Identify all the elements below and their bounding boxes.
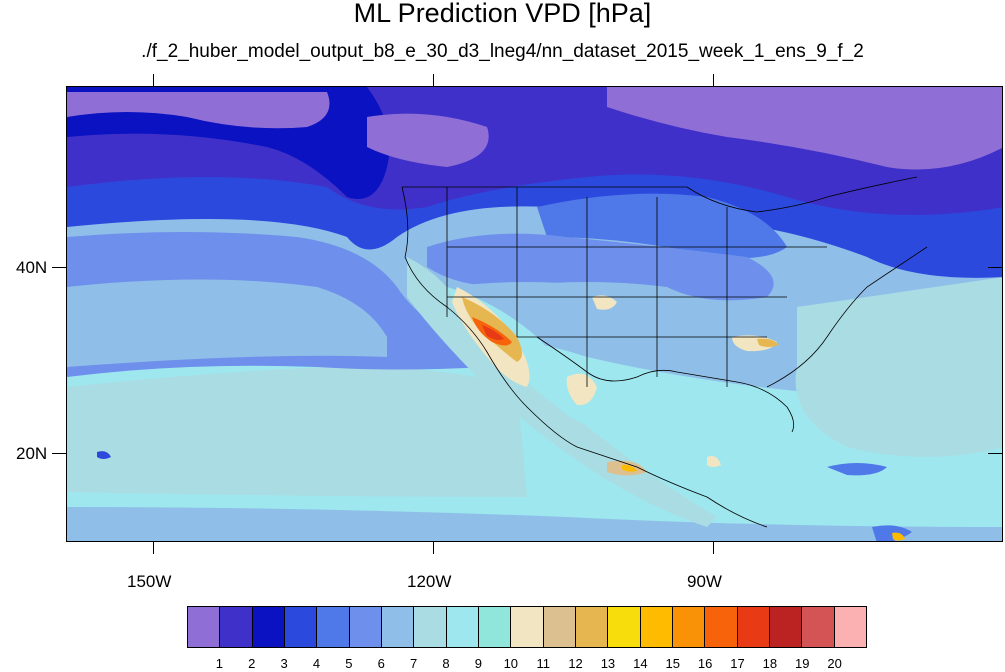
colorbar-box: [575, 607, 609, 647]
lon-tick-120w: [433, 542, 434, 554]
colorbar-box: [672, 607, 706, 647]
lat-label-40n: 40N: [16, 258, 48, 277]
colorbar-box: [414, 607, 447, 647]
plot-title: ML Prediction VPD [hPa]: [353, 0, 652, 28]
colorbar-box: [802, 607, 835, 647]
colorbar-label: 13: [600, 656, 616, 671]
colorbar-label: 20: [827, 656, 842, 671]
colorbar-box: [381, 607, 415, 647]
lon-label-150w: 150W: [127, 572, 172, 591]
colorbar-box: [220, 607, 253, 647]
colorbar-label: 11: [536, 656, 550, 671]
vpd-map: [66, 86, 1003, 542]
colorbar-box: [705, 607, 738, 647]
colorbar-label: 15: [665, 656, 680, 671]
lon-label-90w: 90W: [687, 572, 722, 591]
colorbar-label: 12: [568, 656, 583, 671]
lon-tick-150w-top: [153, 74, 154, 86]
lon-tick-90w-top: [713, 74, 714, 86]
colorbar-label: 4: [312, 656, 321, 671]
lon-label-120w: 120W: [407, 572, 452, 591]
colorbar-label: 6: [377, 656, 385, 671]
colorbar-label: 9: [474, 656, 483, 671]
colorbar-box: [252, 607, 285, 647]
colorbar-label: 5: [345, 656, 353, 671]
colorbar-label: 2: [248, 656, 256, 671]
vpd-field: [67, 87, 1002, 541]
colorbar-label: 10: [503, 656, 519, 671]
colorbar-box: [446, 607, 479, 647]
plot-subtitle: ./f_2_huber_model_output_b8_e_30_d3_lneg…: [141, 41, 864, 62]
colorbar-label: 17: [730, 656, 745, 671]
colorbar: [187, 606, 867, 648]
colorbar-label: 16: [697, 656, 713, 671]
colorbar-box: [188, 607, 221, 647]
colorbar-label: 1: [215, 656, 223, 671]
colorbar-label: 19: [795, 656, 810, 671]
colorbar-box: [543, 607, 576, 647]
colorbar-box: [317, 607, 350, 647]
colorbar-box: [478, 607, 512, 647]
colorbar-box: [511, 607, 544, 647]
lon-tick-120w-top: [433, 74, 434, 86]
colorbar-label: 7: [410, 656, 418, 671]
colorbar-label: 18: [762, 656, 778, 671]
lat-tick-40n-left: [52, 267, 66, 268]
colorbar-box: [608, 607, 641, 647]
colorbar-box: [349, 607, 382, 647]
colorbar-box: [737, 607, 770, 647]
lon-tick-150w: [153, 542, 154, 554]
colorbar-box: [640, 607, 673, 647]
lat-tick-20n-left: [52, 453, 66, 454]
lat-label-20n: 20N: [16, 444, 48, 463]
lon-tick-90w: [713, 542, 714, 554]
colorbar-box: [284, 607, 318, 647]
colorbar-label: 3: [280, 656, 288, 671]
lat-tick-20n-right: [988, 453, 1002, 454]
colorbar-label: 14: [633, 656, 648, 671]
lat-tick-40n-right: [988, 267, 1002, 268]
colorbar-label: 8: [442, 656, 450, 671]
colorbar-box: [769, 607, 803, 647]
colorbar-box: [834, 607, 866, 647]
